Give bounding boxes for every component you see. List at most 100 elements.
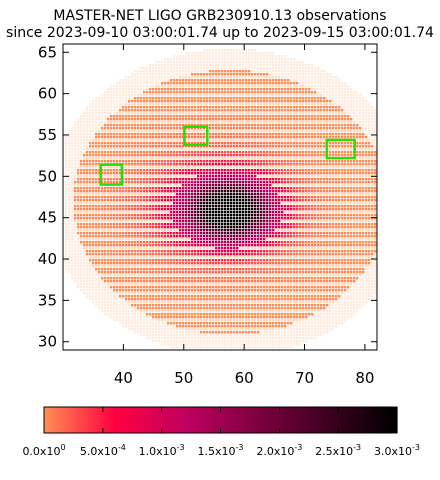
heat-cell bbox=[86, 151, 89, 154]
heat-cell bbox=[77, 184, 80, 187]
heat-cell bbox=[209, 133, 212, 136]
heat-cell bbox=[134, 76, 137, 79]
heat-cell bbox=[98, 175, 101, 178]
heat-cell bbox=[281, 136, 284, 139]
heat-cell bbox=[176, 184, 179, 187]
heat-cell bbox=[170, 97, 173, 100]
heat-cell bbox=[236, 187, 239, 190]
heat-cell bbox=[173, 190, 176, 193]
heat-cell bbox=[176, 154, 179, 157]
heat-cell bbox=[116, 124, 119, 127]
heat-cell bbox=[257, 61, 260, 64]
heat-cell bbox=[347, 133, 350, 136]
heat-cell bbox=[293, 97, 296, 100]
heat-cell bbox=[161, 67, 164, 70]
heat-cell bbox=[164, 100, 167, 103]
heat-cell bbox=[305, 193, 308, 196]
heat-cell bbox=[197, 133, 200, 136]
heat-cell bbox=[296, 112, 299, 115]
heat-cell bbox=[290, 79, 293, 82]
heat-cell bbox=[134, 139, 137, 142]
heat-cell bbox=[266, 103, 269, 106]
heat-cell bbox=[263, 64, 266, 67]
heat-cell bbox=[194, 79, 197, 82]
heat-cell bbox=[104, 214, 107, 217]
heat-cell bbox=[131, 142, 134, 145]
heat-cell bbox=[362, 127, 365, 130]
heat-cell bbox=[266, 157, 269, 160]
heat-cell bbox=[341, 160, 344, 163]
heat-cell bbox=[227, 205, 230, 208]
heat-cell bbox=[197, 94, 200, 97]
heat-cell bbox=[347, 118, 350, 121]
heat-cell bbox=[251, 151, 254, 154]
heat-cell bbox=[350, 100, 353, 103]
heat-cell bbox=[140, 169, 143, 172]
heat-cell bbox=[125, 154, 128, 157]
heat-cell bbox=[275, 127, 278, 130]
heat-cell bbox=[200, 61, 203, 64]
heat-cell bbox=[197, 124, 200, 127]
heat-cell bbox=[320, 133, 323, 136]
heat-cell bbox=[248, 130, 251, 133]
heat-cell bbox=[203, 208, 206, 211]
heat-cell bbox=[326, 184, 329, 187]
heat-cell bbox=[344, 100, 347, 103]
heat-cell bbox=[146, 157, 149, 160]
heat-cell bbox=[335, 181, 338, 184]
heat-cell bbox=[80, 184, 83, 187]
heat-cell bbox=[107, 124, 110, 127]
heat-cell bbox=[374, 205, 377, 208]
heat-cell bbox=[200, 112, 203, 115]
heat-cell bbox=[287, 160, 290, 163]
heat-cell bbox=[335, 166, 338, 169]
heat-cell bbox=[203, 61, 206, 64]
heat-cell bbox=[365, 208, 368, 211]
heat-cell bbox=[263, 97, 266, 100]
heat-cell bbox=[65, 151, 68, 154]
heat-cell bbox=[176, 205, 179, 208]
heat-cell bbox=[155, 157, 158, 160]
heat-cell bbox=[266, 139, 269, 142]
heat-cell bbox=[362, 151, 365, 154]
heat-cell bbox=[98, 172, 101, 175]
heat-cell bbox=[263, 76, 266, 79]
heat-cell bbox=[212, 124, 215, 127]
heat-cell bbox=[338, 82, 341, 85]
heat-cell bbox=[233, 169, 236, 172]
heat-cell bbox=[263, 205, 266, 208]
heat-cell bbox=[266, 169, 269, 172]
heat-cell bbox=[359, 139, 362, 142]
heat-cell bbox=[188, 148, 191, 151]
heat-cell bbox=[80, 190, 83, 193]
heat-cell bbox=[368, 133, 371, 136]
heat-cell bbox=[326, 85, 329, 88]
heat-cell bbox=[302, 103, 305, 106]
heat-cell bbox=[338, 184, 341, 187]
heat-cell bbox=[257, 121, 260, 124]
heat-cell bbox=[263, 61, 266, 64]
heat-cell bbox=[239, 190, 242, 193]
heat-cell bbox=[344, 130, 347, 133]
heat-cell bbox=[329, 151, 332, 154]
heat-cell bbox=[221, 79, 224, 82]
heat-cell bbox=[299, 103, 302, 106]
heat-cell bbox=[74, 121, 77, 124]
heat-cell bbox=[302, 67, 305, 70]
heat-cell bbox=[239, 151, 242, 154]
heat-cell bbox=[311, 67, 314, 70]
heat-cell bbox=[257, 58, 260, 61]
heat-cell bbox=[167, 103, 170, 106]
heat-cell bbox=[110, 169, 113, 172]
heat-cell bbox=[308, 85, 311, 88]
heat-cell bbox=[227, 49, 230, 52]
heat-cell bbox=[206, 169, 209, 172]
heat-cell bbox=[146, 70, 149, 73]
heat-cell bbox=[365, 133, 368, 136]
heat-cell bbox=[176, 136, 179, 139]
heat-cell bbox=[275, 160, 278, 163]
heat-cell bbox=[80, 193, 83, 196]
heat-cell bbox=[239, 208, 242, 211]
heat-cell bbox=[287, 58, 290, 61]
heat-cell bbox=[209, 88, 212, 91]
